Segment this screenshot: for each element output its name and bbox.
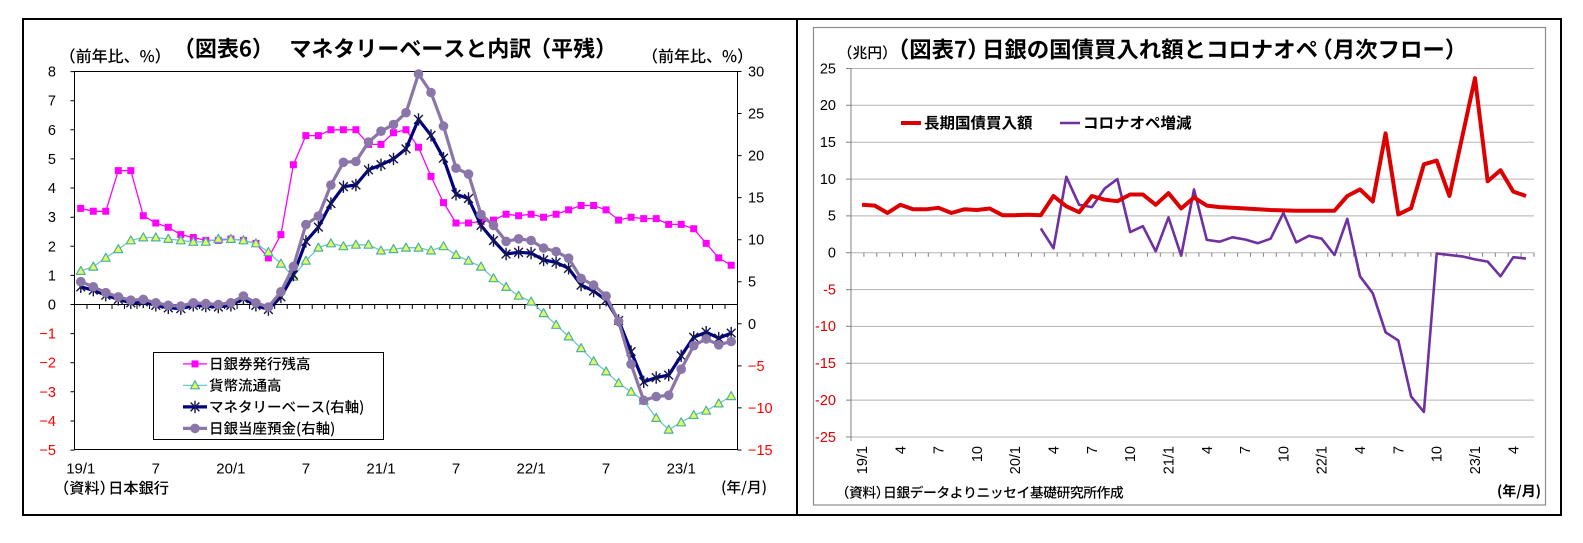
svg-text:5: 5 <box>828 209 836 225</box>
svg-text:0: 0 <box>748 317 756 333</box>
svg-text:−15: −15 <box>748 443 773 459</box>
svg-text:22/1: 22/1 <box>1315 446 1331 474</box>
svg-text:−5: −5 <box>748 359 765 375</box>
svg-text:10: 10 <box>820 172 836 188</box>
svg-text:19/1: 19/1 <box>66 461 95 478</box>
svg-text:6: 6 <box>48 123 56 139</box>
svg-text:15: 15 <box>748 191 764 207</box>
svg-text:4: 4 <box>893 446 909 454</box>
svg-text:5: 5 <box>748 275 756 291</box>
svg-text:3: 3 <box>48 210 56 226</box>
svg-text:19/1: 19/1 <box>855 446 871 474</box>
svg-text:7: 7 <box>1085 446 1101 454</box>
svg-text:4: 4 <box>1353 446 1369 454</box>
svg-text:21/1: 21/1 <box>1162 446 1178 474</box>
svg-text:10: 10 <box>1276 446 1292 462</box>
svg-text:4: 4 <box>1200 446 1216 454</box>
svg-text:4: 4 <box>1047 446 1063 454</box>
svg-text:7: 7 <box>932 446 948 454</box>
svg-text:0: 0 <box>828 246 836 262</box>
svg-text:7: 7 <box>452 461 460 478</box>
svg-text:30: 30 <box>748 65 764 81</box>
svg-text:8: 8 <box>48 65 56 81</box>
svg-text:23/1: 23/1 <box>1468 446 1484 474</box>
svg-text:-25: -25 <box>815 430 836 446</box>
svg-text:10: 10 <box>970 446 986 462</box>
svg-text:10: 10 <box>1430 446 1446 462</box>
svg-text:-15: -15 <box>815 356 836 372</box>
svg-text:20/1: 20/1 <box>216 461 245 478</box>
svg-text:25: 25 <box>748 107 764 123</box>
svg-text:10: 10 <box>748 233 764 249</box>
svg-text:0: 0 <box>48 298 56 314</box>
svg-text:7: 7 <box>302 461 310 478</box>
svg-text:-20: -20 <box>815 393 836 409</box>
svg-text:7: 7 <box>1238 446 1254 454</box>
svg-text:−3: −3 <box>39 385 56 401</box>
svg-text:25: 25 <box>820 61 836 77</box>
svg-text:7: 7 <box>152 461 160 478</box>
svg-text:4: 4 <box>1506 446 1522 454</box>
svg-text:22/1: 22/1 <box>516 461 545 478</box>
svg-text:20: 20 <box>820 98 836 114</box>
svg-text:7: 7 <box>1391 446 1407 454</box>
svg-text:15: 15 <box>820 135 836 151</box>
svg-text:20: 20 <box>748 149 764 165</box>
svg-text:-5: -5 <box>823 282 836 298</box>
svg-text:5: 5 <box>48 152 56 168</box>
svg-text:7: 7 <box>48 94 56 110</box>
svg-text:−4: −4 <box>39 414 56 430</box>
svg-text:23/1: 23/1 <box>667 461 696 478</box>
svg-text:−10: −10 <box>748 401 773 417</box>
svg-text:4: 4 <box>48 181 56 197</box>
svg-text:−5: −5 <box>39 443 56 459</box>
svg-text:7: 7 <box>602 461 610 478</box>
svg-text:-10: -10 <box>815 319 836 335</box>
svg-text:−2: −2 <box>39 356 56 372</box>
svg-text:2: 2 <box>48 239 56 255</box>
svg-text:1: 1 <box>48 268 56 284</box>
svg-text:20/1: 20/1 <box>1008 446 1024 474</box>
svg-text:−1: −1 <box>39 327 56 343</box>
svg-text:10: 10 <box>1123 446 1139 462</box>
svg-text:21/1: 21/1 <box>366 461 395 478</box>
